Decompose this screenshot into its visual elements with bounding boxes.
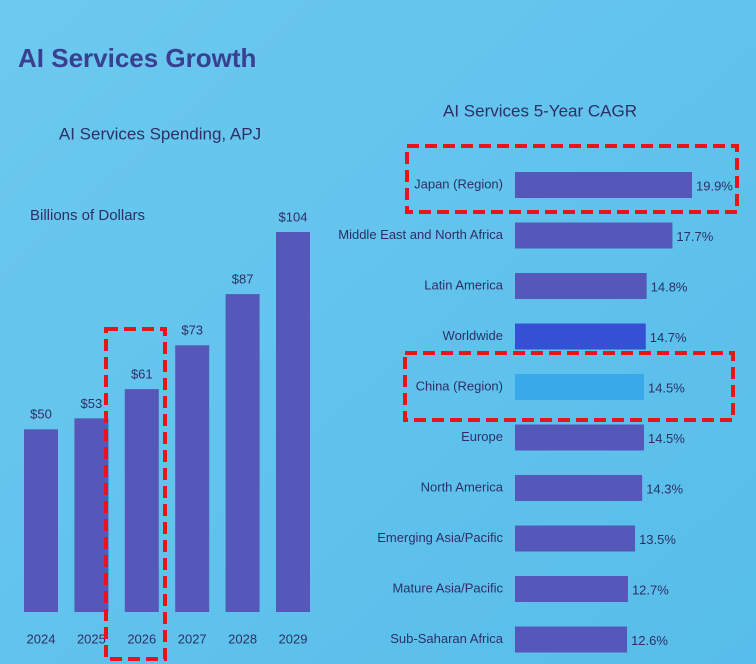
value-label: 14.5%	[648, 431, 685, 446]
y-tick-label: Japan (Region)	[414, 176, 503, 191]
x-tick-label: 2026	[127, 631, 156, 646]
y-tick-label: Mature Asia/Pacific	[392, 580, 503, 595]
bar	[74, 418, 108, 612]
x-tick-label: 2025	[77, 631, 106, 646]
bar	[175, 345, 209, 612]
bar	[515, 223, 672, 249]
value-label: 13.5%	[639, 532, 676, 547]
value-label: 14.8%	[651, 279, 688, 294]
x-tick-label: 2029	[279, 631, 308, 646]
bar	[515, 273, 647, 299]
chart-subtitle: Billions of Dollars	[30, 207, 145, 224]
value-label: $104	[279, 209, 308, 224]
y-tick-label: North America	[421, 479, 504, 494]
slide: AI Services Growth AI Services Spending,…	[0, 0, 756, 664]
bar	[515, 172, 692, 198]
bar	[276, 232, 310, 612]
bar	[226, 294, 260, 612]
value-label: 17.7%	[676, 229, 713, 244]
y-tick-label: Worldwide	[443, 328, 503, 343]
x-tick-label: 2027	[178, 631, 207, 646]
value-label: 14.3%	[646, 481, 683, 496]
bar	[515, 475, 642, 501]
y-tick-label: Sub-Saharan Africa	[390, 631, 504, 646]
value-label: 19.9%	[696, 178, 733, 193]
y-tick-label: China (Region)	[416, 378, 503, 393]
x-tick-label: 2024	[27, 631, 56, 646]
bar	[515, 324, 646, 350]
value-label: $61	[131, 367, 153, 382]
value-label: $73	[181, 323, 203, 338]
value-label: 14.5%	[648, 380, 685, 395]
bar	[515, 425, 644, 451]
chart-title: AI Services 5-Year CAGR	[443, 101, 637, 120]
value-label: $87	[232, 272, 254, 287]
y-tick-label: Europe	[461, 429, 503, 444]
bar	[515, 374, 644, 400]
value-label: $53	[81, 396, 103, 411]
chart-title: AI Services Spending, APJ	[59, 124, 261, 143]
value-label: $50	[30, 407, 52, 422]
y-tick-label: Latin America	[424, 277, 504, 292]
value-label: 12.6%	[631, 633, 668, 648]
bar	[125, 389, 159, 612]
slide-title: AI Services Growth	[18, 43, 256, 73]
y-tick-label: Middle East and North Africa	[338, 227, 504, 242]
x-tick-label: 2028	[228, 631, 257, 646]
bar	[515, 526, 635, 552]
value-label: 14.7%	[650, 330, 687, 345]
bar	[24, 429, 58, 612]
y-tick-label: Emerging Asia/Pacific	[377, 530, 503, 545]
bar	[515, 627, 627, 653]
bar	[515, 576, 628, 602]
value-label: 12.7%	[632, 582, 669, 597]
